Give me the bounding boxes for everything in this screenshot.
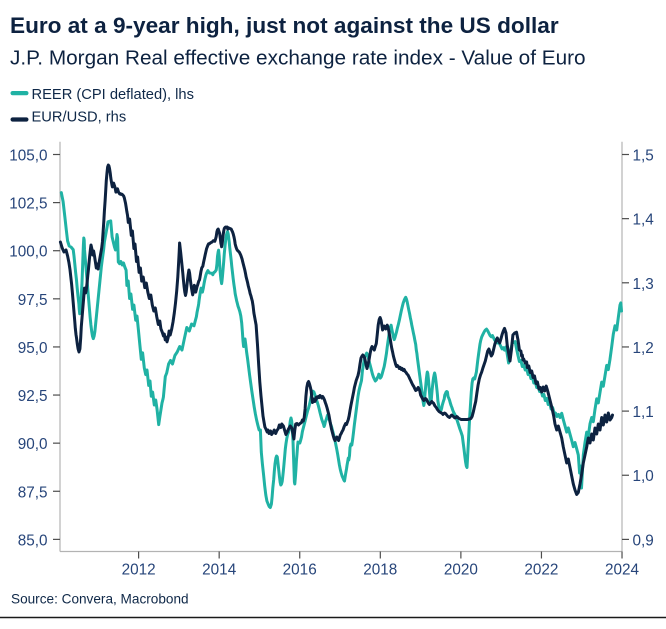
svg-text:105,0: 105,0 bbox=[9, 148, 47, 165]
svg-text:87,5: 87,5 bbox=[18, 484, 48, 501]
svg-text:1,5: 1,5 bbox=[633, 148, 654, 165]
svg-text:J.P. Morgan Real effective exc: J.P. Morgan Real effective exchange rate… bbox=[10, 47, 586, 70]
svg-text:2022: 2022 bbox=[524, 562, 558, 579]
svg-text:2014: 2014 bbox=[202, 562, 237, 579]
svg-text:1,3: 1,3 bbox=[633, 276, 654, 293]
svg-text:1,2: 1,2 bbox=[633, 340, 654, 357]
svg-text:85,0: 85,0 bbox=[18, 532, 48, 549]
svg-text:90,0: 90,0 bbox=[18, 436, 48, 453]
svg-text:100,0: 100,0 bbox=[9, 244, 47, 261]
svg-text:97,5: 97,5 bbox=[18, 292, 48, 309]
svg-text:2024: 2024 bbox=[605, 562, 640, 579]
svg-text:2016: 2016 bbox=[283, 562, 317, 579]
svg-text:1,4: 1,4 bbox=[633, 212, 655, 229]
svg-text:0,9: 0,9 bbox=[633, 532, 654, 549]
svg-text:Euro at a 9-year high, just no: Euro at a 9-year high, just not against … bbox=[10, 13, 559, 38]
svg-text:102,5: 102,5 bbox=[9, 196, 47, 213]
svg-text:2018: 2018 bbox=[363, 562, 397, 579]
svg-text:REER (CPI deflated), lhs: REER (CPI deflated), lhs bbox=[32, 87, 194, 103]
svg-text:1,0: 1,0 bbox=[633, 468, 654, 485]
svg-text:2020: 2020 bbox=[444, 562, 478, 579]
svg-text:2012: 2012 bbox=[122, 562, 156, 579]
svg-text:95,0: 95,0 bbox=[18, 340, 48, 357]
svg-text:92,5: 92,5 bbox=[18, 388, 48, 405]
svg-text:Source: Convera, Macrobond: Source: Convera, Macrobond bbox=[11, 591, 189, 606]
svg-text:EUR/USD, rhs: EUR/USD, rhs bbox=[32, 110, 127, 126]
svg-text:1,1: 1,1 bbox=[633, 404, 654, 421]
